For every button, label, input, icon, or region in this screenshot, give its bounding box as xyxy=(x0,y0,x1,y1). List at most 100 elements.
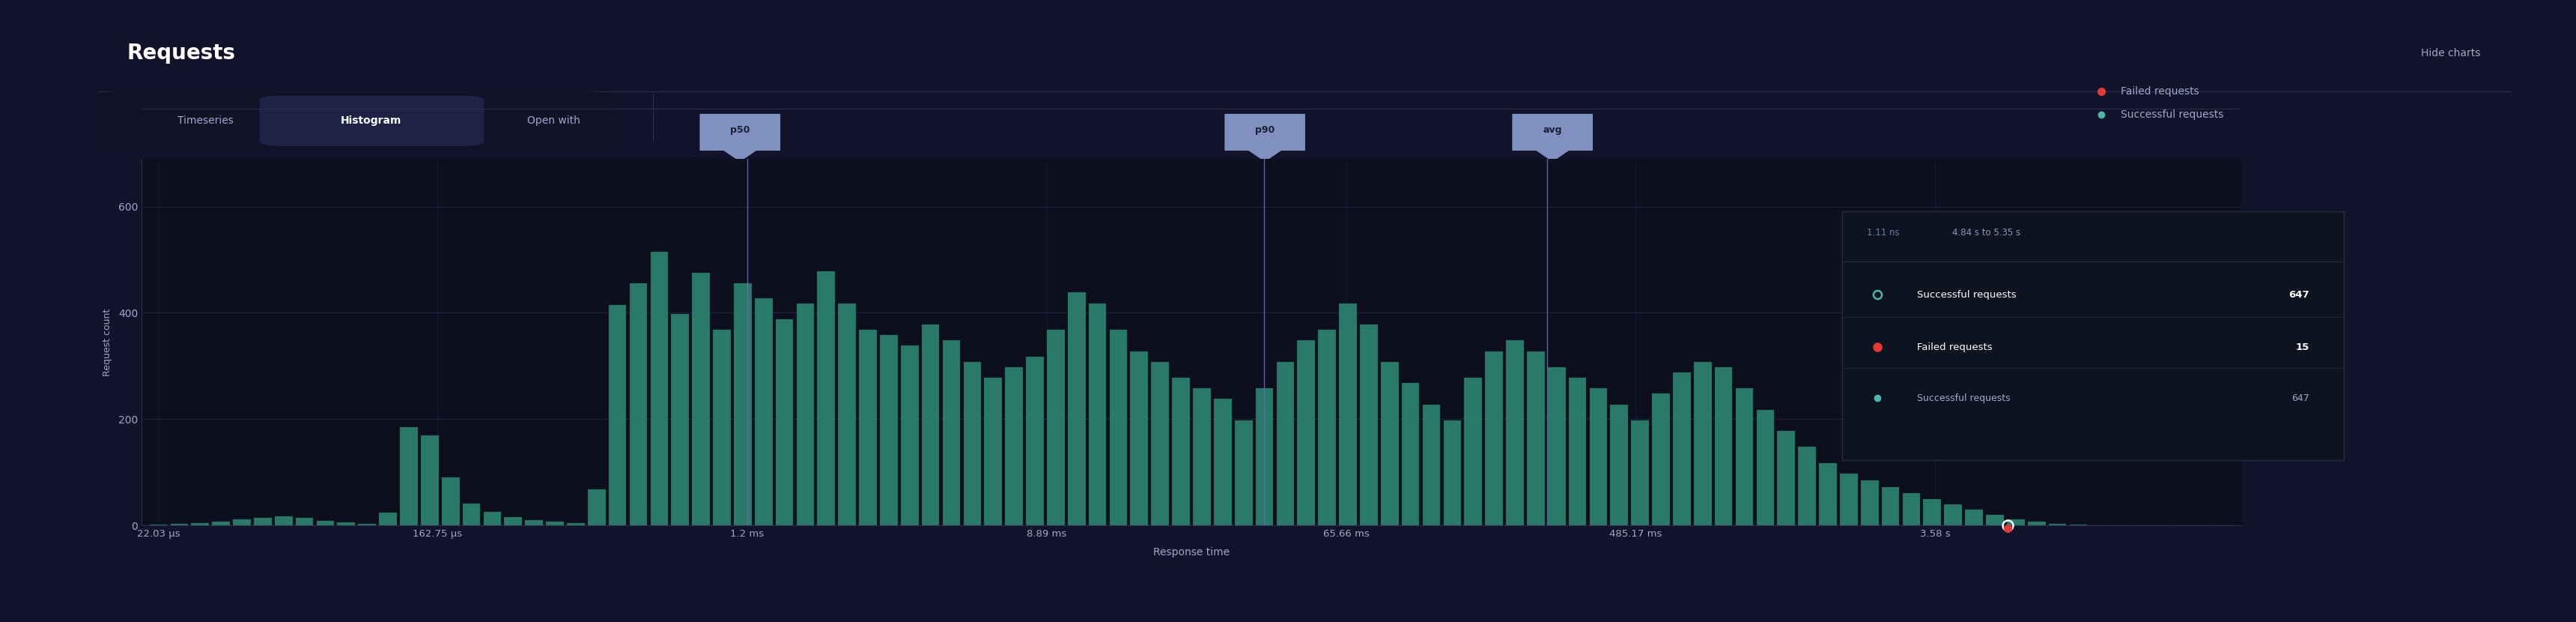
Bar xyxy=(1110,330,1128,526)
Bar xyxy=(1507,340,1525,526)
Bar xyxy=(1234,420,1252,526)
Bar xyxy=(1860,480,1878,526)
Bar xyxy=(1172,378,1190,526)
Bar xyxy=(881,335,896,526)
Text: Failed requests: Failed requests xyxy=(1917,342,1994,352)
Bar xyxy=(1463,378,1481,526)
Bar xyxy=(484,512,502,526)
Bar xyxy=(1066,292,1084,526)
X-axis label: Response time: Response time xyxy=(1154,547,1229,558)
Bar xyxy=(1401,383,1419,526)
Bar xyxy=(276,516,294,526)
Bar xyxy=(2027,522,2045,526)
Bar xyxy=(337,522,355,526)
Bar xyxy=(1151,362,1170,526)
Bar xyxy=(399,427,417,526)
Bar xyxy=(963,362,981,526)
Text: Timeseries: Timeseries xyxy=(178,116,234,126)
Bar xyxy=(255,518,270,526)
Bar xyxy=(567,523,585,526)
Text: 4.84 s to 5.35 s: 4.84 s to 5.35 s xyxy=(1953,228,2020,238)
Bar xyxy=(232,519,250,526)
Text: Histogram: Histogram xyxy=(340,116,402,126)
Text: Successful requests: Successful requests xyxy=(1917,290,2017,300)
Bar xyxy=(1193,388,1211,526)
Bar xyxy=(1005,367,1023,526)
Y-axis label: Request count: Request count xyxy=(103,309,111,376)
Bar xyxy=(2048,524,2066,526)
Text: Failed requests: Failed requests xyxy=(2120,86,2200,97)
Bar xyxy=(1422,404,1440,526)
Bar xyxy=(191,523,209,526)
Bar xyxy=(1278,362,1293,526)
Bar xyxy=(629,284,647,526)
Bar xyxy=(1819,463,1837,526)
Text: 1.11 ns: 1.11 ns xyxy=(1868,228,1899,238)
Bar xyxy=(170,524,188,526)
Bar xyxy=(1777,431,1795,526)
Bar xyxy=(922,325,940,526)
Polygon shape xyxy=(1249,150,1283,161)
Text: avg: avg xyxy=(1543,126,1561,135)
Bar xyxy=(1880,487,1899,526)
Bar xyxy=(796,304,814,526)
Text: Hide charts: Hide charts xyxy=(2421,49,2481,59)
Bar xyxy=(1610,404,1628,526)
Bar xyxy=(1443,420,1461,526)
Bar xyxy=(837,304,855,526)
Bar xyxy=(1131,351,1149,526)
Bar xyxy=(1695,362,1710,526)
Bar xyxy=(902,346,920,526)
Text: Successful requests: Successful requests xyxy=(2120,109,2223,120)
Bar xyxy=(2007,519,2025,526)
Bar xyxy=(1798,447,1816,526)
Bar xyxy=(1381,362,1399,526)
Bar xyxy=(526,520,544,526)
Bar xyxy=(1651,394,1669,526)
Bar xyxy=(420,435,438,526)
Bar xyxy=(1986,515,2004,526)
Bar xyxy=(1672,373,1690,526)
Bar xyxy=(379,513,397,526)
Bar xyxy=(1319,330,1337,526)
Bar xyxy=(1548,367,1566,526)
Bar xyxy=(734,284,752,526)
Bar xyxy=(505,517,523,526)
Polygon shape xyxy=(1535,150,1569,161)
Text: Requests: Requests xyxy=(126,43,234,64)
Bar xyxy=(943,340,961,526)
Bar xyxy=(464,503,479,526)
FancyBboxPatch shape xyxy=(93,91,613,150)
Bar xyxy=(1360,325,1378,526)
Text: Open with: Open with xyxy=(528,116,580,126)
Bar xyxy=(858,330,876,526)
Bar xyxy=(587,490,605,526)
Text: 647: 647 xyxy=(2290,393,2308,403)
Bar xyxy=(1255,388,1273,526)
Bar xyxy=(1945,504,1963,526)
Bar xyxy=(1486,351,1502,526)
Text: p50: p50 xyxy=(729,126,750,135)
Bar xyxy=(1298,340,1316,526)
FancyBboxPatch shape xyxy=(260,96,484,146)
Bar xyxy=(2069,524,2087,526)
Bar xyxy=(1340,304,1358,526)
Bar xyxy=(1090,304,1105,526)
Bar xyxy=(1839,473,1857,526)
Bar xyxy=(1046,330,1064,526)
Bar xyxy=(1631,420,1649,526)
Bar xyxy=(1213,399,1231,526)
Bar xyxy=(1528,351,1546,526)
Bar xyxy=(649,252,667,526)
Bar xyxy=(672,314,688,526)
Bar xyxy=(296,518,314,526)
Bar xyxy=(149,524,167,526)
Bar xyxy=(984,378,1002,526)
Bar xyxy=(1757,410,1775,526)
Polygon shape xyxy=(724,150,757,161)
Bar xyxy=(1569,378,1587,526)
Bar xyxy=(1716,367,1734,526)
Bar xyxy=(211,521,229,526)
Text: 15: 15 xyxy=(2295,342,2308,352)
Bar xyxy=(608,305,626,526)
